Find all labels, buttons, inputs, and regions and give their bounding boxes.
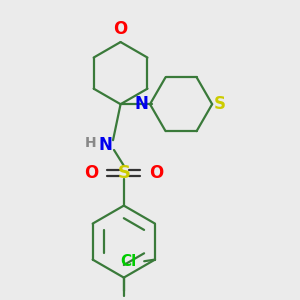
Text: O: O <box>84 164 99 182</box>
Text: S: S <box>214 95 226 113</box>
Text: H: H <box>85 136 97 151</box>
Text: N: N <box>134 95 148 113</box>
Text: N: N <box>99 136 113 154</box>
Text: S: S <box>117 164 130 182</box>
Text: O: O <box>113 20 128 38</box>
Text: O: O <box>149 164 163 182</box>
Text: Cl: Cl <box>121 254 137 269</box>
